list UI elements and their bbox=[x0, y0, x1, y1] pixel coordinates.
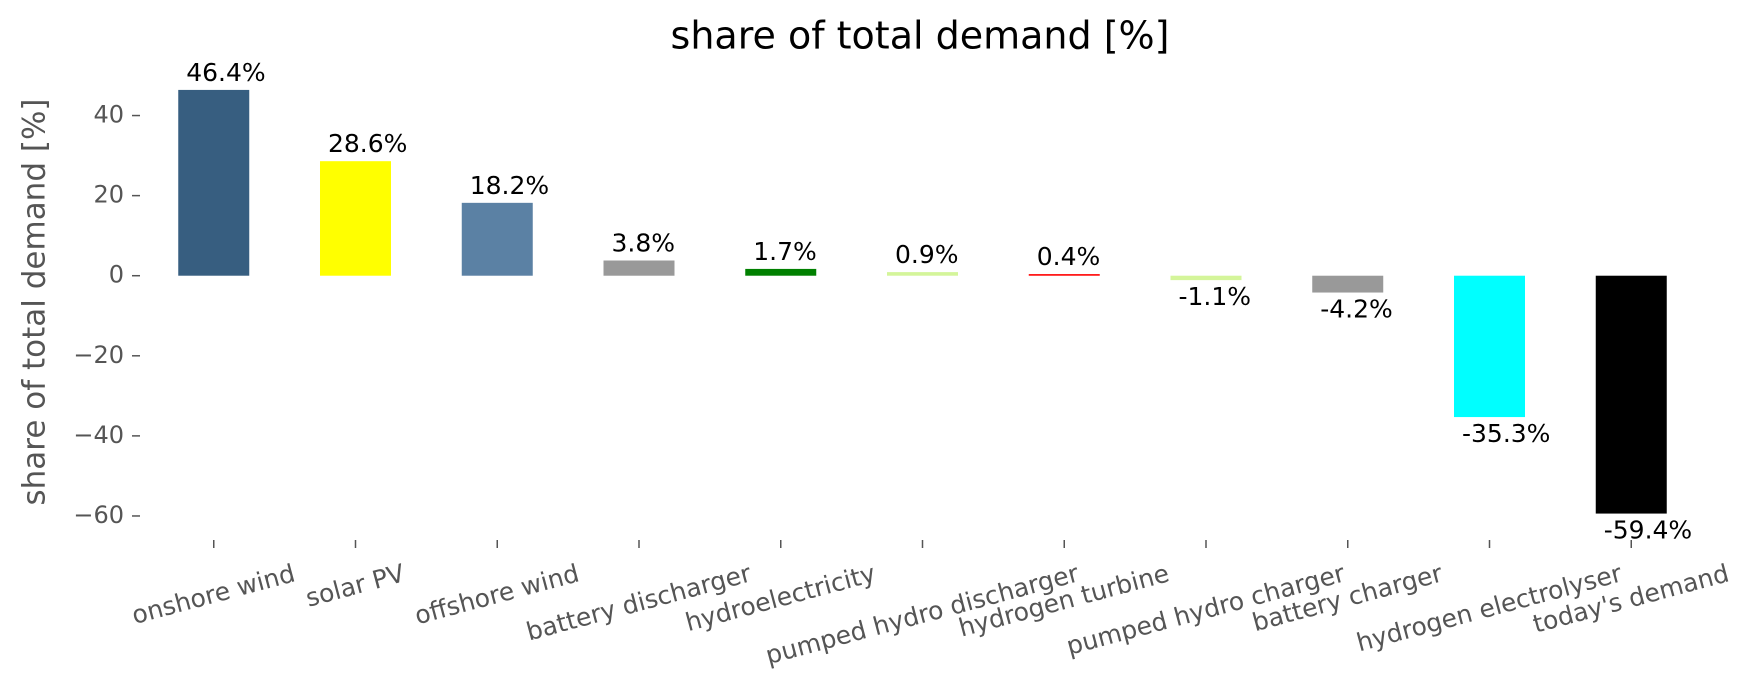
bar bbox=[320, 161, 391, 276]
y-tick-label: 20 bbox=[93, 181, 124, 209]
x-tick-label: onshore wind bbox=[129, 559, 298, 630]
value-label: 28.6% bbox=[328, 129, 407, 158]
bar bbox=[1028, 274, 1100, 276]
y-tick-label: −20 bbox=[73, 341, 124, 369]
bar bbox=[461, 202, 533, 276]
bar bbox=[1312, 275, 1384, 293]
bar bbox=[603, 260, 675, 276]
bar bbox=[1595, 275, 1667, 514]
y-tick-label: −40 bbox=[73, 421, 124, 449]
value-label: 0.9% bbox=[895, 240, 959, 269]
value-label: -4.2% bbox=[1320, 295, 1393, 324]
y-tick-label: 40 bbox=[93, 101, 124, 129]
value-label: -35.3% bbox=[1462, 419, 1550, 448]
value-label: 46.4% bbox=[186, 58, 265, 87]
y-tick-label: 0 bbox=[109, 261, 124, 289]
bar bbox=[178, 89, 250, 276]
y-tick-label: −60 bbox=[73, 501, 124, 529]
x-tick-label: solar PV bbox=[303, 559, 408, 613]
bar bbox=[745, 268, 817, 276]
y-axis-label: share of total demand [%] bbox=[17, 98, 53, 505]
bar bbox=[1454, 275, 1525, 418]
bar bbox=[887, 272, 958, 276]
value-label: 0.4% bbox=[1037, 242, 1101, 271]
value-label: -1.1% bbox=[1179, 282, 1252, 311]
value-label: 1.7% bbox=[753, 237, 817, 266]
value-label: 3.8% bbox=[612, 228, 676, 257]
bar bbox=[1170, 275, 1242, 281]
value-label: -59.4% bbox=[1604, 516, 1692, 545]
value-label: 18.2% bbox=[470, 171, 549, 200]
chart-title: share of total demand [%] bbox=[671, 14, 1170, 58]
